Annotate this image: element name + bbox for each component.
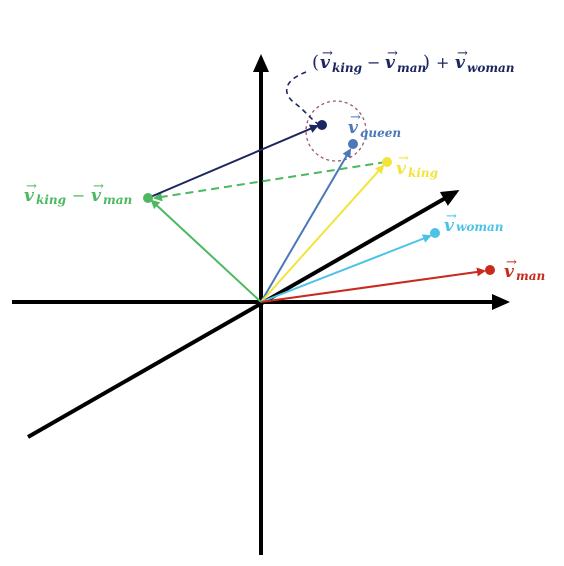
result-subscript-c: woman	[467, 61, 515, 75]
king-point	[382, 157, 392, 167]
difference-label-symbol-b: v	[91, 186, 102, 206]
axes	[12, 54, 510, 555]
vectors	[147, 124, 486, 303]
king-label-arrow: →	[398, 151, 409, 166]
woman-label-subscript: woman	[456, 220, 504, 234]
difference-label: → v king − → v man	[24, 179, 132, 207]
difference-label-symbol-a: v	[24, 186, 35, 206]
king-vector	[260, 164, 385, 303]
neighborhood-circle	[305, 100, 367, 162]
queen-label-symbol: v	[348, 118, 359, 138]
difference-label-subscript-a: king	[36, 193, 66, 207]
man-label-symbol: v	[504, 262, 515, 282]
woman-vector	[260, 234, 432, 303]
difference-label-arrow-b: →	[93, 179, 104, 194]
man-point	[485, 265, 495, 275]
difference-point	[143, 193, 153, 203]
result-subscript-a: king	[332, 61, 362, 75]
queen-label-subscript: queen	[360, 126, 401, 140]
difference-label-subscript-b: man	[103, 193, 132, 207]
result-plus: +	[436, 53, 449, 72]
woman-offset-vector	[147, 124, 319, 199]
difference-label-minus: −	[72, 186, 85, 205]
queen-label: → v queen	[348, 110, 401, 140]
result-symbol-a: v	[320, 53, 331, 73]
woman-label-symbol: v	[444, 216, 455, 236]
formula-leader	[285, 71, 319, 125]
queen-label-arrow: →	[350, 110, 361, 125]
woman-point	[430, 228, 440, 238]
queen-vector	[260, 148, 352, 303]
man-label-arrow: →	[506, 255, 517, 270]
points	[143, 120, 495, 275]
result-symbol-b: v	[385, 53, 396, 73]
result-minus: −	[367, 53, 380, 72]
man-label: → v man	[504, 255, 545, 283]
king-label: → v king	[396, 151, 438, 180]
queen-point	[348, 139, 358, 149]
result-symbol-c: v	[455, 53, 466, 73]
result-arrow-c: →	[457, 46, 468, 61]
difference-label-arrow-a: →	[26, 179, 37, 194]
result-arrow-a: →	[322, 46, 333, 61]
woman-label: → v woman	[444, 209, 504, 236]
man-label-subscript: man	[516, 269, 545, 283]
result-arrow-b: →	[387, 46, 398, 61]
king-label-symbol: v	[396, 159, 407, 179]
result-formula: ( → v king − → v man ) + → v woman	[312, 46, 515, 75]
man-vector	[260, 267, 486, 303]
z-axis	[27, 190, 460, 439]
result-subscript-b: man	[397, 61, 426, 75]
result-point	[317, 120, 327, 130]
result-close-paren: )	[423, 52, 430, 73]
result-open-paren: (	[312, 52, 319, 73]
difference-vector	[150, 199, 262, 303]
woman-label-arrow: →	[446, 209, 457, 224]
king-label-subscript: king	[408, 166, 438, 180]
